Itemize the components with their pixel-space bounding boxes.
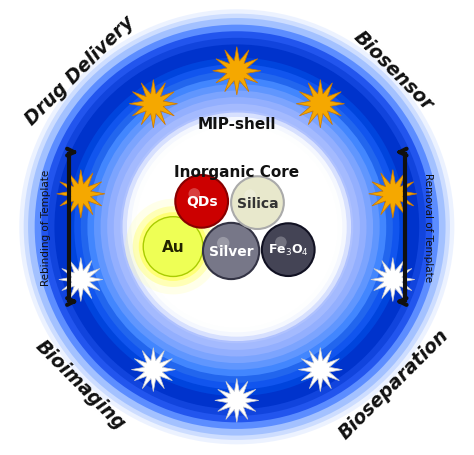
Text: MIP-shell: MIP-shell xyxy=(198,117,276,132)
Circle shape xyxy=(61,52,412,403)
Circle shape xyxy=(107,98,366,357)
Circle shape xyxy=(114,105,360,350)
Text: Bioimaging: Bioimaging xyxy=(31,335,128,432)
Polygon shape xyxy=(215,379,259,422)
Circle shape xyxy=(24,15,450,440)
Circle shape xyxy=(68,59,406,396)
Circle shape xyxy=(55,46,419,410)
Text: Inorganic Core: Inorganic Core xyxy=(174,165,300,180)
Text: QDs: QDs xyxy=(186,195,218,209)
Text: Fe$_3$O$_4$: Fe$_3$O$_4$ xyxy=(268,243,309,258)
Circle shape xyxy=(139,213,208,281)
Text: Drug Delivery: Drug Delivery xyxy=(22,13,138,129)
Circle shape xyxy=(17,8,456,446)
Circle shape xyxy=(275,237,287,248)
Circle shape xyxy=(81,71,393,383)
Circle shape xyxy=(127,118,346,337)
Polygon shape xyxy=(129,81,177,129)
Circle shape xyxy=(35,25,439,429)
Circle shape xyxy=(203,223,259,279)
Polygon shape xyxy=(59,258,103,302)
Circle shape xyxy=(143,217,203,277)
Text: Removal of Template: Removal of Template xyxy=(423,173,433,282)
Circle shape xyxy=(100,91,373,363)
Circle shape xyxy=(94,85,380,370)
Circle shape xyxy=(87,78,386,376)
Polygon shape xyxy=(296,81,345,129)
Circle shape xyxy=(74,65,400,389)
Text: Biosensor: Biosensor xyxy=(350,27,437,114)
Polygon shape xyxy=(131,348,175,392)
Circle shape xyxy=(48,39,426,416)
Circle shape xyxy=(19,10,455,445)
Circle shape xyxy=(125,199,221,295)
Polygon shape xyxy=(371,258,415,302)
Circle shape xyxy=(231,177,284,229)
Circle shape xyxy=(123,113,351,341)
Circle shape xyxy=(217,238,229,250)
Text: Silver: Silver xyxy=(209,244,254,258)
Polygon shape xyxy=(298,348,342,392)
Circle shape xyxy=(136,126,338,328)
Text: Silica: Silica xyxy=(237,196,278,210)
Text: Bioseparation: Bioseparation xyxy=(335,325,452,442)
Polygon shape xyxy=(213,47,261,96)
Circle shape xyxy=(120,111,353,344)
Circle shape xyxy=(189,189,200,200)
Circle shape xyxy=(262,224,315,277)
Circle shape xyxy=(28,19,446,435)
Circle shape xyxy=(244,190,256,202)
Text: Au: Au xyxy=(162,239,184,254)
Circle shape xyxy=(131,122,342,333)
Circle shape xyxy=(175,176,228,228)
Circle shape xyxy=(133,207,213,287)
Circle shape xyxy=(41,32,432,422)
Polygon shape xyxy=(57,170,105,218)
Circle shape xyxy=(143,217,203,277)
Polygon shape xyxy=(369,170,417,218)
Text: Rebinding of Template: Rebinding of Template xyxy=(41,169,51,285)
